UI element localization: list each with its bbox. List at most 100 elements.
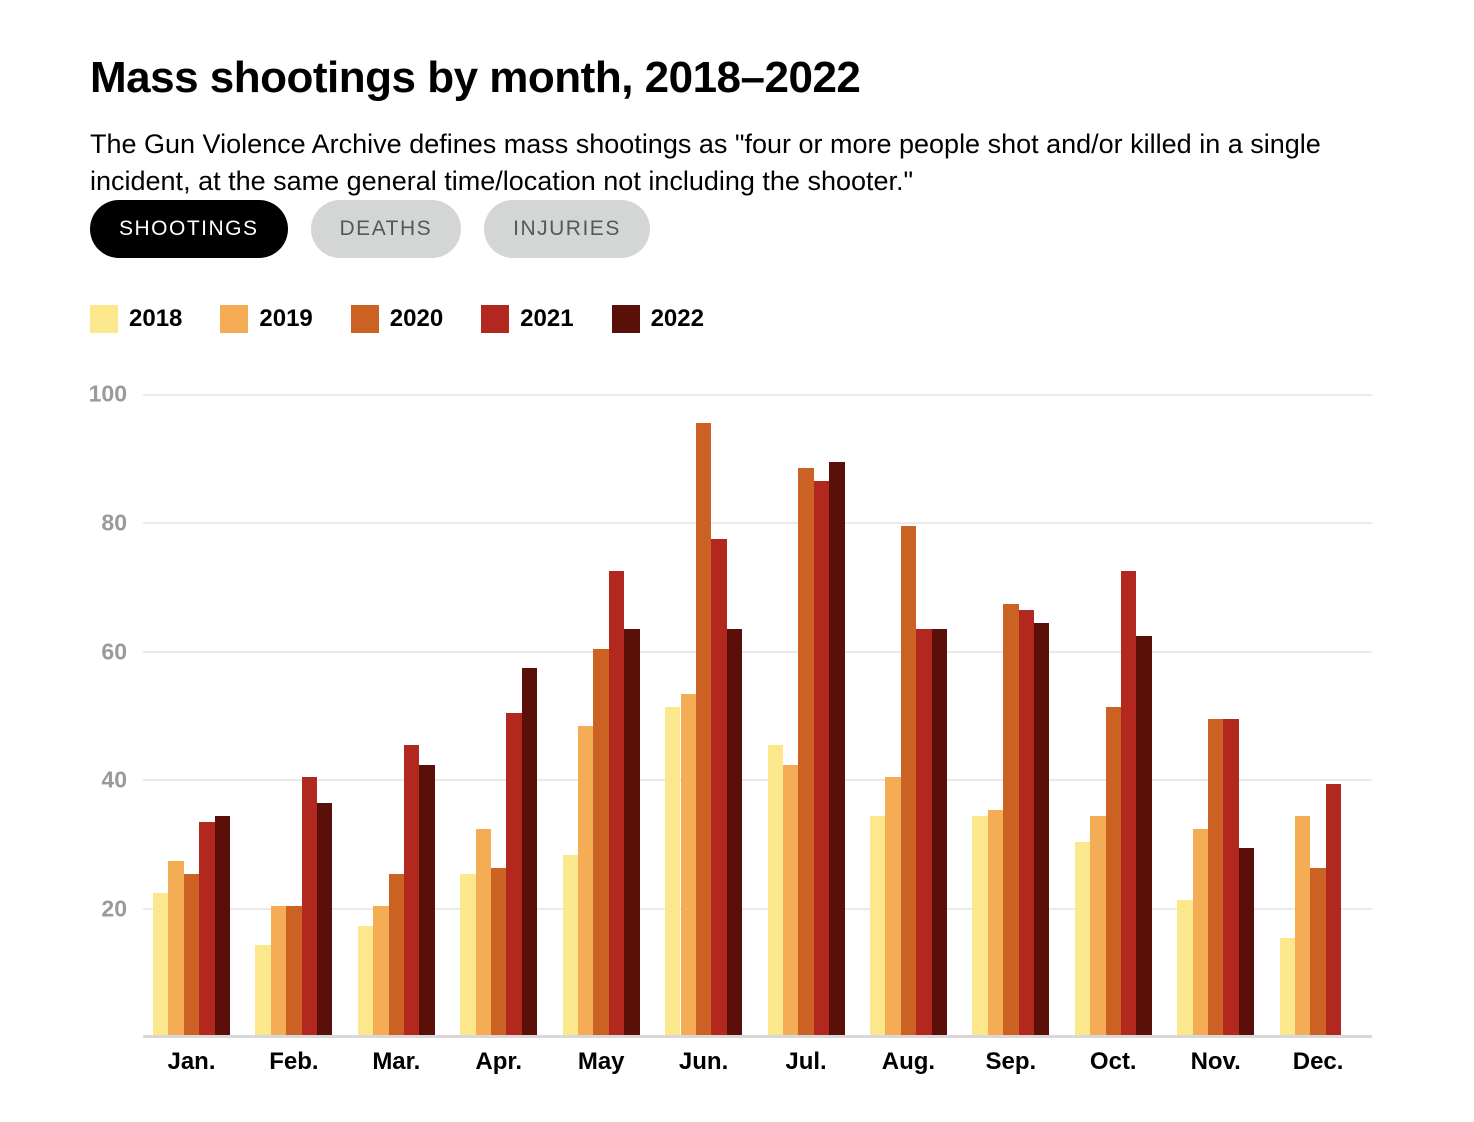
bar-2021-jan xyxy=(199,822,215,1035)
bar-2022-oct xyxy=(1136,635,1152,1035)
bar-2021-aug xyxy=(916,629,932,1035)
bar-2019-oct xyxy=(1090,816,1106,1035)
gridline-60 xyxy=(143,650,1372,653)
bar-2020-oct xyxy=(1105,706,1121,1035)
legend-label-2020: 2020 xyxy=(389,305,444,332)
bar-2018-jul xyxy=(767,745,783,1035)
bar-2021-nov xyxy=(1223,719,1239,1035)
bar-2022-aug xyxy=(931,629,947,1035)
bar-2021-oct xyxy=(1120,571,1137,1035)
bar-2019-sep xyxy=(987,809,1004,1035)
y-tick-100: 100 xyxy=(88,380,127,407)
bar-2018-apr xyxy=(460,874,476,1035)
tab-injuries[interactable]: INJURIES xyxy=(484,200,650,258)
gridline-80 xyxy=(143,521,1372,524)
x-label-jun: Jun. xyxy=(678,1048,729,1075)
bar-2021-jun xyxy=(711,539,727,1035)
bar-2020-feb xyxy=(286,906,302,1035)
bar-2022-jun xyxy=(726,629,743,1035)
bar-2018-mar xyxy=(357,925,374,1035)
bar-2019-jun xyxy=(680,693,696,1035)
bar-2020-jan xyxy=(183,874,200,1035)
bar-2020-dec xyxy=(1310,867,1326,1035)
x-label-oct: Oct. xyxy=(1089,1048,1137,1075)
legend-swatch-2020 xyxy=(350,305,379,333)
bar-2022-apr xyxy=(521,667,538,1035)
bar-2018-dec xyxy=(1279,938,1295,1035)
bar-2020-sep xyxy=(1003,603,1019,1035)
bar-2018-sep xyxy=(972,816,988,1035)
gridline-100 xyxy=(143,394,1372,396)
tab-deaths[interactable]: DEATHS xyxy=(310,200,462,258)
x-label-apr: Apr. xyxy=(475,1048,523,1075)
bar-2019-nov xyxy=(1192,828,1208,1035)
legend-swatch-2021 xyxy=(481,305,510,333)
bar-2018-may xyxy=(562,854,579,1035)
page-title: Mass shootings by month, 2018–2022 xyxy=(90,53,861,103)
bar-2021-mar xyxy=(404,745,420,1035)
bar-2021-apr xyxy=(506,713,522,1035)
bar-2018-nov xyxy=(1177,899,1193,1035)
bar-2020-may xyxy=(593,648,609,1035)
bar-2022-jul xyxy=(829,461,845,1035)
bar-2022-jan xyxy=(214,816,230,1035)
bar-2020-mar xyxy=(388,874,405,1035)
bar-2020-apr xyxy=(491,867,507,1035)
legend-item-2021: 2021 xyxy=(481,305,574,333)
chart-legend: 2018 2019 2020 2021 2022 xyxy=(90,305,704,333)
x-label-mar: Mar. xyxy=(372,1048,421,1075)
x-label-may: May xyxy=(577,1048,625,1075)
legend-item-2019: 2019 xyxy=(220,305,313,333)
bar-2021-may xyxy=(608,571,625,1035)
bar-2019-may xyxy=(578,725,594,1035)
x-label-sep: Sep. xyxy=(985,1048,1037,1075)
legend-label-2018: 2018 xyxy=(129,305,183,332)
bar-2021-feb xyxy=(301,777,317,1035)
legend-item-2022: 2022 xyxy=(611,305,704,333)
bar-2018-oct xyxy=(1074,841,1091,1035)
gridline-40 xyxy=(143,779,1372,782)
bar-2022-mar xyxy=(419,764,435,1035)
bar-2018-jun xyxy=(665,706,681,1035)
bar-2018-feb xyxy=(255,944,271,1035)
bar-2019-mar xyxy=(373,906,389,1035)
y-tick-80: 80 xyxy=(101,509,127,536)
bar-2022-nov xyxy=(1238,848,1255,1035)
bar-2022-sep xyxy=(1033,622,1050,1035)
x-label-jul: Jul. xyxy=(785,1048,827,1075)
plot-area: 20 40 60 80 100 Jan. Feb. Mar. Apr. May Jun. Jul. Au… xyxy=(89,381,1372,1075)
chart-area: 20 40 60 80 100 Jan. Feb. Mar. Apr. May Jun. Jul. Au… xyxy=(89,381,1372,1075)
bar-2019-apr xyxy=(475,828,492,1035)
legend-swatch-2018 xyxy=(90,305,118,333)
bar-2020-jul xyxy=(798,468,814,1035)
x-label-feb: Feb. xyxy=(269,1048,319,1075)
bar-2022-feb xyxy=(317,803,333,1035)
bar-2018-jan xyxy=(153,893,169,1035)
legend-label-2021: 2021 xyxy=(520,305,574,332)
bar-2019-dec xyxy=(1295,816,1311,1035)
legend-label-2019: 2019 xyxy=(259,305,313,332)
bar-2019-jan xyxy=(168,861,184,1035)
bar-2021-dec xyxy=(1325,783,1342,1035)
bar-2022-may xyxy=(624,629,640,1035)
y-tick-40: 40 xyxy=(101,766,127,793)
page-subtitle: The Gun Violence Archive defines mass sh… xyxy=(90,129,1321,196)
x-label-aug: Aug. xyxy=(881,1048,936,1075)
bar-2021-sep xyxy=(1018,609,1034,1035)
legend-item-2020: 2020 xyxy=(350,305,444,333)
y-tick-60: 60 xyxy=(101,638,127,665)
x-label-jan: Jan. xyxy=(167,1048,216,1075)
bar-2021-jul xyxy=(813,481,830,1035)
tab-shootings[interactable]: SHOOTINGS xyxy=(90,200,288,258)
bar-2020-aug xyxy=(900,526,917,1035)
legend-swatch-2019 xyxy=(220,305,249,333)
legend-label-2022: 2022 xyxy=(650,305,704,332)
x-label-dec: Dec. xyxy=(1292,1048,1344,1075)
metric-tabs: SHOOTINGS DEATHS INJURIES xyxy=(90,200,650,258)
legend-item-2018: 2018 xyxy=(90,305,182,333)
gridline-20 xyxy=(143,908,1372,911)
legend-swatch-2022 xyxy=(611,305,640,333)
bar-2019-feb xyxy=(270,906,287,1035)
bar-2020-nov xyxy=(1208,719,1224,1035)
